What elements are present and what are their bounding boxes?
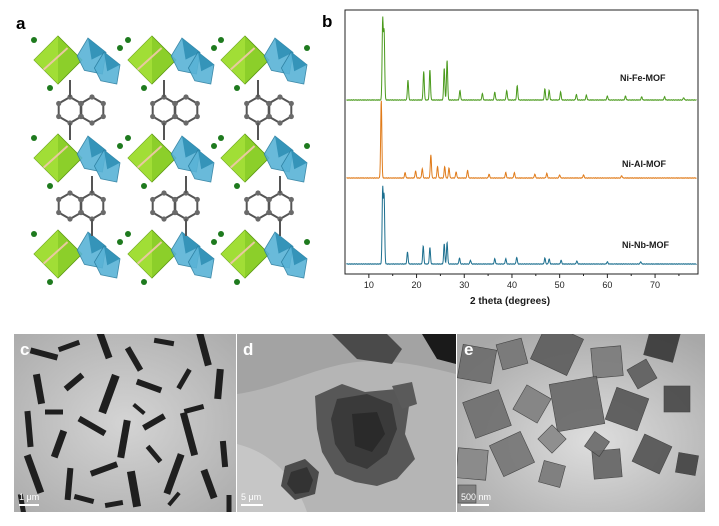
tem-image-e: [457, 334, 705, 512]
panel-a-letter: a: [16, 14, 26, 33]
scale-bar-d: [241, 504, 263, 506]
series-label-ni-fe-mof: Ni-Fe-MOF: [620, 73, 666, 83]
xrd-chart: 10 20 30 40 50 60 70: [344, 9, 699, 290]
x-axis-title: 2 theta (degrees): [470, 296, 551, 307]
series-line-ni-nb-mof: [346, 185, 697, 266]
tem-image-c: [14, 334, 236, 512]
panel-b-letter: b: [322, 12, 333, 31]
series-line-ni-al-mof: [346, 100, 697, 180]
scale-bar-c: [19, 504, 39, 506]
series-label-ni-nb-mof: Ni-Nb-MOF: [622, 240, 669, 250]
scale-bar-e: [461, 504, 489, 506]
panel-d-letter: d: [243, 340, 254, 359]
x-tick-label-50: 50: [555, 280, 565, 290]
plot-frame: [344, 9, 699, 275]
x-tick-label-40: 40: [507, 280, 517, 290]
tem-image-d: [237, 334, 456, 512]
panel-c-letter: c: [20, 340, 30, 359]
x-tick-label-10: 10: [364, 280, 374, 290]
x-tick-label-60: 60: [602, 280, 612, 290]
x-tick-label-70: 70: [650, 280, 660, 290]
tem-cubes-illustration: [457, 334, 705, 512]
series-label-ni-al-mof: Ni-Al-MOF: [622, 159, 666, 169]
tem-rods-illustration: [14, 334, 236, 512]
scale-bar-label-d: 5 μm: [241, 492, 262, 502]
scale-bar-label-c: 1 μm: [19, 492, 40, 502]
panel-e-letter: e: [464, 340, 474, 359]
scale-bar-label-e: 500 nm: [461, 492, 492, 502]
series-line-ni-fe-mof: [346, 16, 697, 102]
tem-sheets-illustration: [237, 334, 456, 512]
crystal-structure-illustration: [31, 35, 310, 285]
x-tick-label-30: 30: [459, 280, 469, 290]
x-tick-label-20: 20: [412, 280, 422, 290]
